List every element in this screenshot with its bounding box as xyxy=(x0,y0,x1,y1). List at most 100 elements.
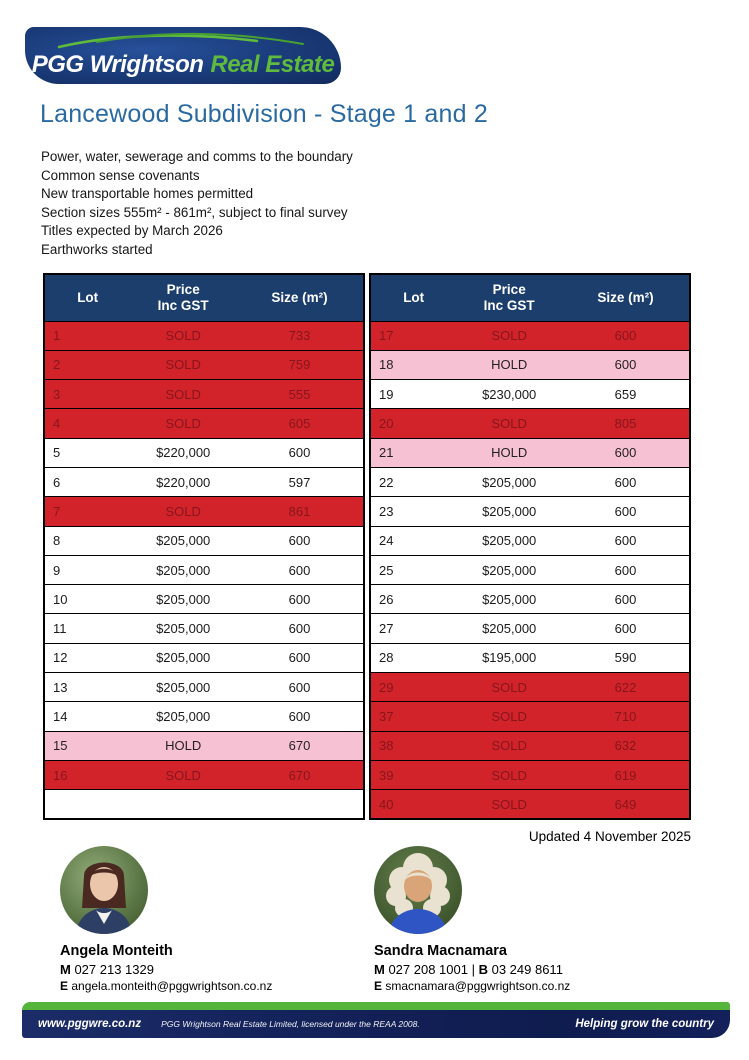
cell-lot: 3 xyxy=(44,379,131,410)
cell-size: 600 xyxy=(561,525,690,556)
agent-card-sandra: Sandra Macnamara M 027 208 1001 | B 03 2… xyxy=(374,846,674,993)
logo-wordmark: PGG Wrightson Real Estate xyxy=(25,51,341,79)
cell-lot: 16 xyxy=(44,759,131,791)
cell-price: HOLD xyxy=(130,730,236,761)
lot-row: 7 SOLD 861 xyxy=(44,496,364,527)
cell-size: 600 xyxy=(235,613,364,644)
cell-lot: 28 xyxy=(370,642,457,674)
cell-lot: 14 xyxy=(44,701,131,732)
cell-price: SOLD xyxy=(456,672,562,703)
page-title: Lancewood Subdivision - Stage 1 and 2 xyxy=(40,100,488,128)
cell-lot: 19 xyxy=(370,379,457,410)
cell-price: SOLD xyxy=(456,730,562,761)
cell-price: $205,000 xyxy=(130,642,236,674)
lot-row: 19 $230,000 659 xyxy=(370,379,690,410)
cell-price: $205,000 xyxy=(456,466,562,498)
lot-row: 10 $205,000 600 xyxy=(44,584,364,615)
col-header-size: Size (m²) xyxy=(561,273,690,322)
lot-row: 3 SOLD 555 xyxy=(44,379,364,410)
cell-size: 555 xyxy=(235,379,364,410)
cell-size: 597 xyxy=(235,466,364,498)
lot-row: 1 SOLD 733 xyxy=(44,320,364,351)
cell-lot: 37 xyxy=(370,701,457,732)
footer-navy-bar: www.pggwre.co.nz PGG Wrightson Real Esta… xyxy=(22,1010,730,1038)
feature-item: Common sense covenants xyxy=(41,167,200,183)
agent-email[interactable]: E smacnamara@pggwrightson.co.nz xyxy=(374,979,571,993)
cell-lot: 17 xyxy=(370,320,457,351)
feature-item: Section sizes 555m² - 861m², subject to … xyxy=(41,204,348,220)
agent-email[interactable]: E angela.monteith@pggwrightson.co.nz xyxy=(60,979,273,993)
cell-size: 670 xyxy=(235,759,364,791)
cell-price: $205,000 xyxy=(456,525,562,556)
cell-price: SOLD xyxy=(456,320,562,351)
lot-table-right: Lot Price Inc GST Size (m²) 17 SOLD 600 18 H… xyxy=(369,273,691,821)
table-header-row: Lot Price Inc GST Size (m²) xyxy=(370,273,690,322)
footer-tagline: Helping grow the country xyxy=(575,1018,714,1030)
cell-size xyxy=(235,789,364,820)
lot-row: 4 SOLD 605 xyxy=(44,408,364,439)
cell-price: $205,000 xyxy=(130,554,236,586)
cell-price: SOLD xyxy=(130,320,236,351)
cell-lot xyxy=(44,789,131,820)
lot-row: 6 $220,000 597 xyxy=(44,466,364,498)
cell-lot: 29 xyxy=(370,672,457,703)
footer-website-link[interactable]: www.pggwre.co.nz xyxy=(38,1018,142,1030)
col-header-lot: Lot xyxy=(370,273,457,322)
cell-size: 600 xyxy=(235,554,364,586)
cell-lot: 15 xyxy=(44,730,131,761)
cell-lot: 25 xyxy=(370,554,457,586)
agent-mobile: M 027 213 1329 xyxy=(60,962,154,977)
cell-price: $205,000 xyxy=(456,554,562,586)
cell-lot: 23 xyxy=(370,496,457,527)
lot-row: 12 $205,000 600 xyxy=(44,642,364,674)
cell-size: 622 xyxy=(561,672,690,703)
lot-row: 25 $205,000 600 xyxy=(370,554,690,586)
feature-list: Power, water, sewerage and comms to the … xyxy=(41,148,353,260)
lot-row: 2 SOLD 759 xyxy=(44,349,364,381)
cell-size: 590 xyxy=(561,642,690,674)
agent-photo xyxy=(374,846,462,934)
agent-phones: M 027 208 1001 | B 03 249 8611 xyxy=(374,962,563,977)
pgg-wrightson-logo: PGG Wrightson Real Estate xyxy=(25,27,341,84)
cell-size: 600 xyxy=(561,554,690,586)
cell-price: $205,000 xyxy=(130,701,236,732)
feature-item: Titles expected by March 2026 xyxy=(41,223,223,239)
cell-size: 733 xyxy=(235,320,364,351)
lot-row: 9 $205,000 600 xyxy=(44,554,364,586)
cell-price: SOLD xyxy=(130,349,236,381)
cell-lot: 20 xyxy=(370,408,457,439)
cell-lot: 40 xyxy=(370,789,457,820)
cell-price: SOLD xyxy=(130,379,236,410)
cell-price: HOLD xyxy=(456,437,562,468)
lot-row: 26 $205,000 600 xyxy=(370,584,690,615)
cell-size: 861 xyxy=(235,496,364,527)
cell-lot: 27 xyxy=(370,613,457,644)
cell-lot: 13 xyxy=(44,672,131,703)
cell-lot: 38 xyxy=(370,730,457,761)
lot-price-tables: Lot Price Inc GST Size (m²) 1 SOLD 733 2 SOL… xyxy=(43,273,691,821)
lot-row: 17 SOLD 600 xyxy=(370,320,690,351)
cell-price: $220,000 xyxy=(130,466,236,498)
agent-name: Angela Monteith xyxy=(60,943,173,959)
lot-row: 8 $205,000 600 xyxy=(44,525,364,556)
cell-size: 600 xyxy=(235,525,364,556)
logo-swoosh-icon xyxy=(57,32,304,49)
lot-row: 29 SOLD 622 xyxy=(370,672,690,703)
cell-price: SOLD xyxy=(456,701,562,732)
cell-price: SOLD xyxy=(456,759,562,791)
table-header-row: Lot Price Inc GST Size (m²) xyxy=(44,273,364,322)
cell-price: SOLD xyxy=(456,408,562,439)
cell-price: $230,000 xyxy=(456,379,562,410)
lot-row: 11 $205,000 600 xyxy=(44,613,364,644)
updated-date: Updated 4 November 2025 xyxy=(528,829,691,844)
cell-lot: 4 xyxy=(44,408,131,439)
cell-price: HOLD xyxy=(456,349,562,381)
cell-lot: 21 xyxy=(370,437,457,468)
cell-size: 605 xyxy=(235,408,364,439)
lot-row: 27 $205,000 600 xyxy=(370,613,690,644)
cell-lot: 10 xyxy=(44,584,131,615)
cell-size: 600 xyxy=(235,584,364,615)
cell-lot: 18 xyxy=(370,349,457,381)
cell-lot: 7 xyxy=(44,496,131,527)
col-header-size: Size (m²) xyxy=(235,273,364,322)
